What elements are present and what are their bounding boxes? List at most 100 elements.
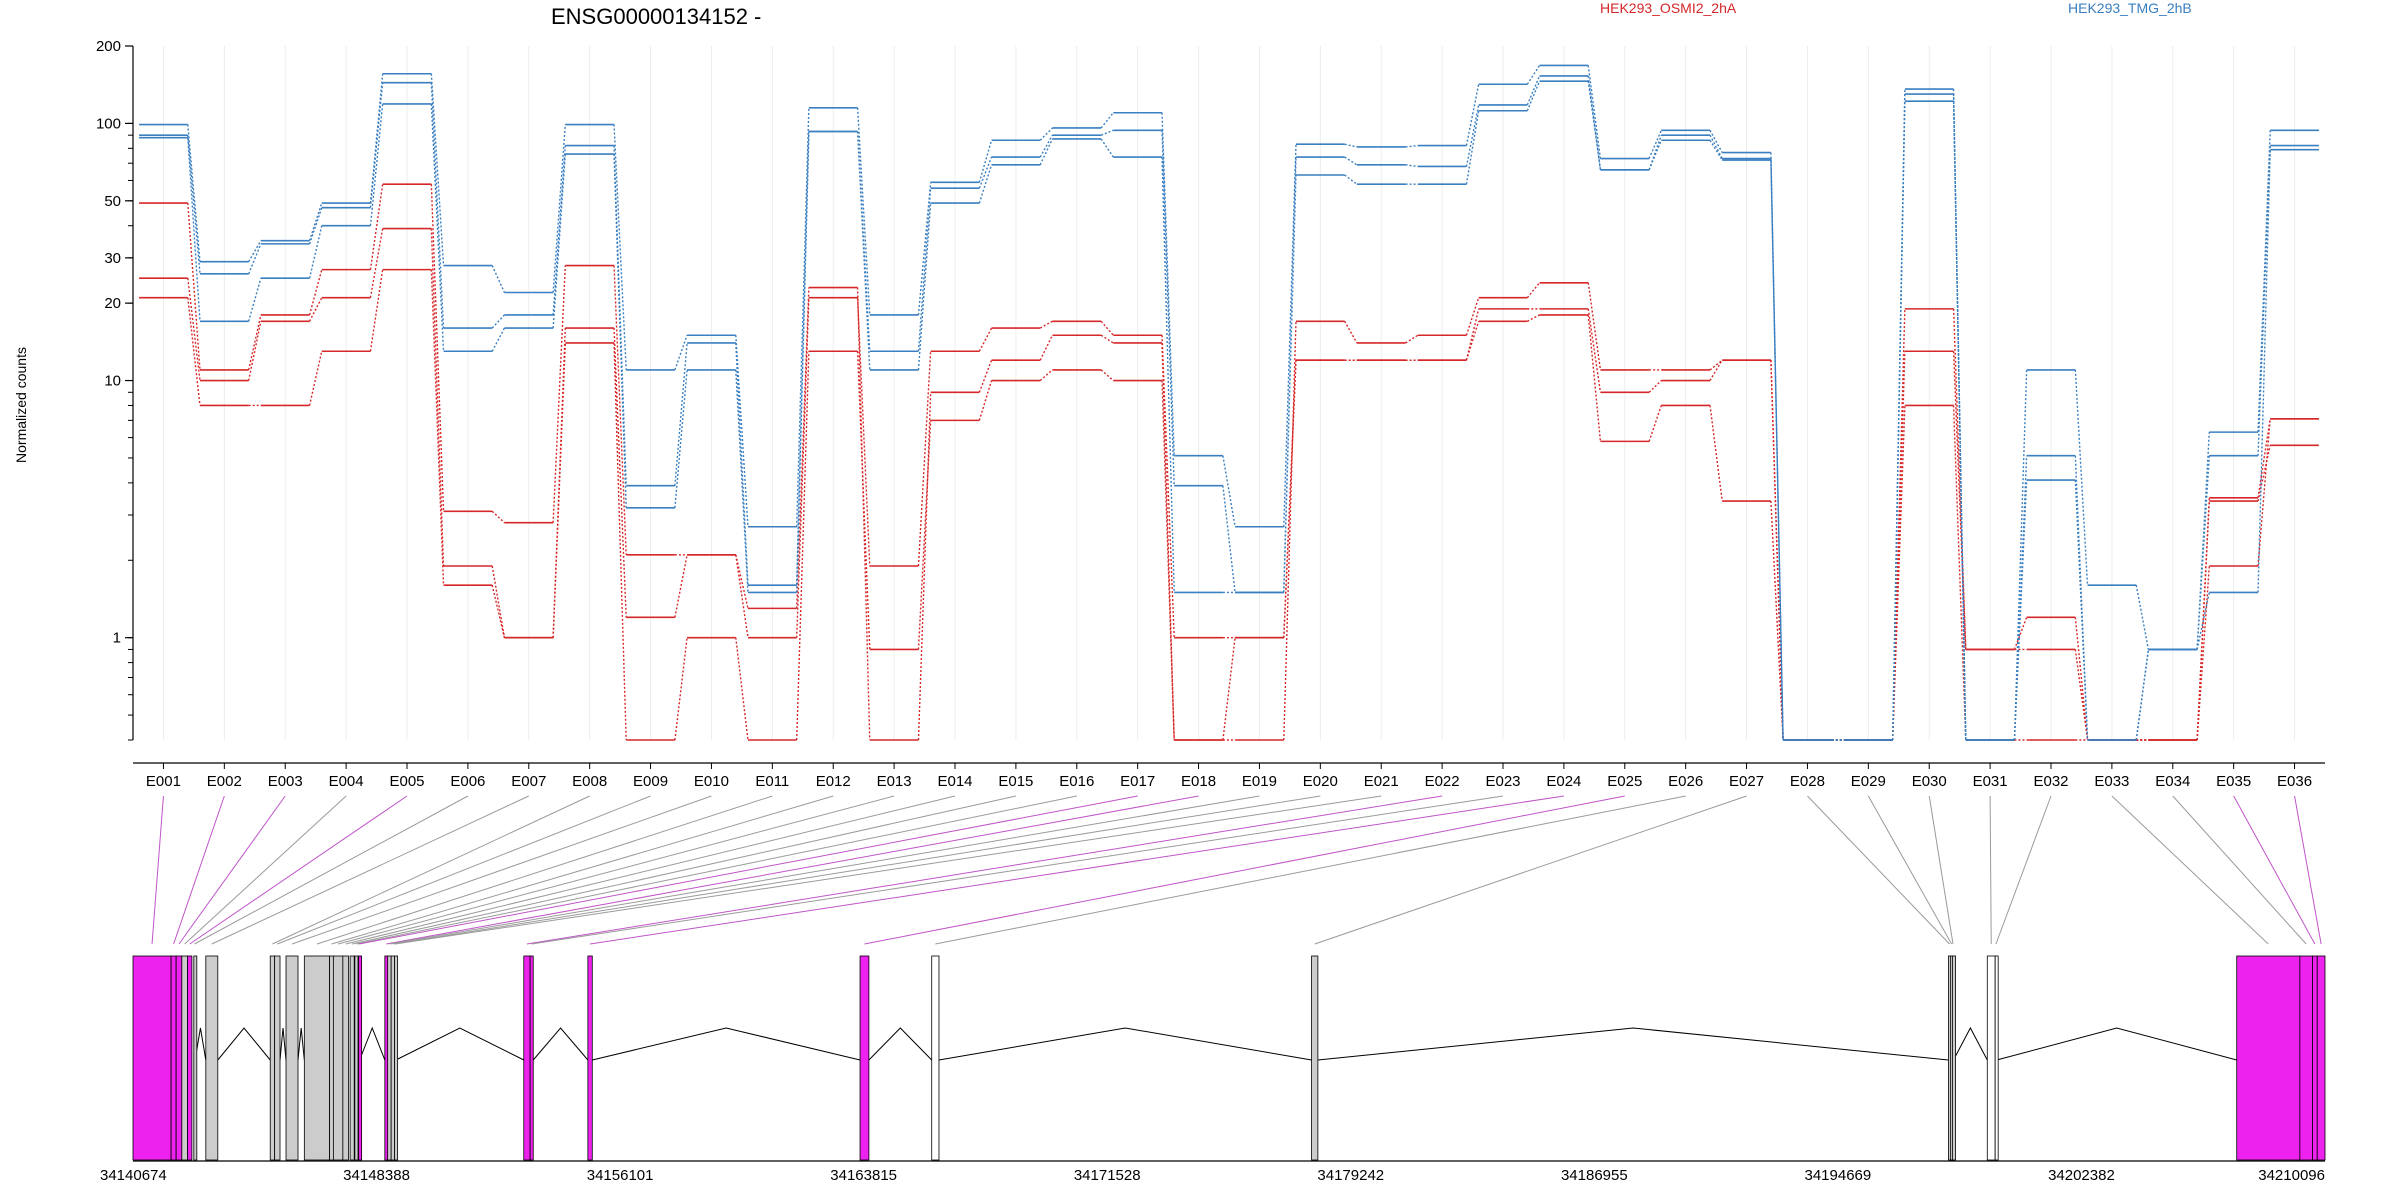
- exon-box-e033: [2236, 955, 2301, 1161]
- series-connector: [430, 184, 445, 512]
- series-connector: [613, 154, 627, 508]
- exon-box-e034: [2299, 955, 2313, 1161]
- series-1: [139, 183, 2319, 741]
- connector-e007: [211, 795, 529, 945]
- series-connector: [552, 342, 567, 638]
- x-tick-label-e033: E033: [2094, 773, 2129, 790]
- series-connector: [491, 314, 505, 329]
- series-connector: [369, 228, 384, 298]
- series-connector: [735, 637, 749, 741]
- connector-e035: [2233, 795, 2316, 945]
- series-connector: [978, 156, 993, 189]
- series-connector: [369, 82, 384, 208]
- series-connector: [308, 207, 323, 245]
- exon-connectors: [151, 795, 2322, 945]
- y-tick-label: 20: [104, 295, 121, 312]
- series-connector: [1222, 455, 1236, 527]
- series-connector: [1405, 164, 1418, 168]
- series-connector: [1527, 314, 1540, 322]
- series-connector: [308, 351, 323, 406]
- series-connector: [1770, 152, 1784, 741]
- legend-entry-tmg: HEK293_TMG_2hB: [2068, 0, 2192, 16]
- exon-box-e007: [205, 955, 219, 1161]
- x-tick-label-e027: E027: [1729, 773, 1764, 790]
- connector-e009: [277, 795, 651, 945]
- series-connector: [1344, 156, 1358, 166]
- intron-line: [1953, 1026, 1988, 1061]
- x-axis: E001 E002 E003 E004 E005 E006 E007 E008 E009 E010…: [133, 762, 2325, 790]
- x-tick-label-e011: E011: [755, 773, 789, 790]
- coordinate-label: 34148388: [343, 1167, 410, 1184]
- series-connector: [430, 73, 445, 266]
- exon-box-e016: [354, 955, 359, 1161]
- series-connector: [1039, 320, 1053, 329]
- connector-e031: [1989, 795, 1992, 945]
- series-connector: [1405, 334, 1419, 344]
- connector-e025: [864, 795, 1625, 945]
- x-tick-label-e004: E004: [329, 773, 364, 790]
- series-connector: [187, 135, 201, 274]
- series-connector: [2074, 369, 2089, 586]
- series-connector: [1344, 320, 1358, 344]
- x-tick-label-e026: E026: [1668, 773, 1703, 790]
- series-connector: [552, 265, 567, 523]
- connector-e033: [2111, 795, 2269, 945]
- series-connector: [2013, 455, 2028, 741]
- gene-model: [132, 955, 2326, 1161]
- exon-box-e008: [269, 955, 276, 1161]
- series-connector: [1648, 130, 1662, 159]
- exon-box-e003: [175, 955, 183, 1161]
- series-connector: [2013, 617, 2028, 650]
- series-connector: [1283, 144, 1297, 527]
- series-connector: [369, 184, 384, 270]
- exon-box-e030: [1952, 955, 1956, 1161]
- series-connector: [735, 335, 749, 527]
- series-connector: [1039, 134, 1054, 158]
- series-connector: [1952, 308, 1967, 650]
- series-connector: [1587, 65, 1602, 159]
- series-connector: [1587, 314, 1602, 442]
- intron-line: [217, 1027, 271, 1061]
- series-connector: [1222, 637, 1236, 741]
- series-connector: [248, 314, 262, 371]
- series-connector: [674, 554, 688, 618]
- intron-line: [359, 1026, 386, 1061]
- series-connector: [552, 145, 567, 315]
- series-connector: [978, 380, 993, 421]
- y-tick-label: 50: [104, 193, 121, 210]
- chart-title: ENSG00000134152 -: [551, 4, 761, 29]
- series-connector: [491, 327, 506, 352]
- exon-box-e035: [2312, 955, 2318, 1161]
- series-connector: [1283, 174, 1297, 593]
- exon-box-e022: [523, 955, 531, 1161]
- series-connector: [917, 392, 932, 741]
- series-connector: [795, 131, 810, 593]
- series-connector: [1039, 138, 1054, 166]
- connector-e026: [935, 795, 1686, 945]
- series-connector: [735, 554, 749, 638]
- series-connector: [2013, 480, 2028, 741]
- x-tick-label-e021: E021: [1364, 773, 1399, 790]
- x-tick-label-e006: E006: [450, 773, 485, 790]
- exon-box-e024: [587, 955, 593, 1161]
- series-connector: [1526, 282, 1541, 299]
- series-connector: [308, 225, 323, 279]
- coordinate-label: 34163815: [830, 1167, 897, 1184]
- exon-box-e020: [390, 955, 396, 1161]
- series-connector: [917, 182, 932, 315]
- x-tick-label-e024: E024: [1546, 773, 1581, 790]
- series-connector: [856, 297, 871, 567]
- series-connector: [491, 265, 506, 293]
- series-connector: [1587, 81, 1602, 170]
- series-connector: [1587, 282, 1602, 370]
- connector-e023: [531, 795, 1504, 945]
- series-connector: [1100, 369, 1114, 382]
- series-connector: [1709, 129, 1723, 153]
- series-connector: [1100, 129, 1114, 136]
- series-connector: [1344, 143, 1358, 148]
- exon-box-e011: [303, 955, 330, 1161]
- connector-e027: [1314, 795, 1747, 945]
- series-connector: [1100, 334, 1114, 344]
- connector-e029: [1867, 795, 1953, 945]
